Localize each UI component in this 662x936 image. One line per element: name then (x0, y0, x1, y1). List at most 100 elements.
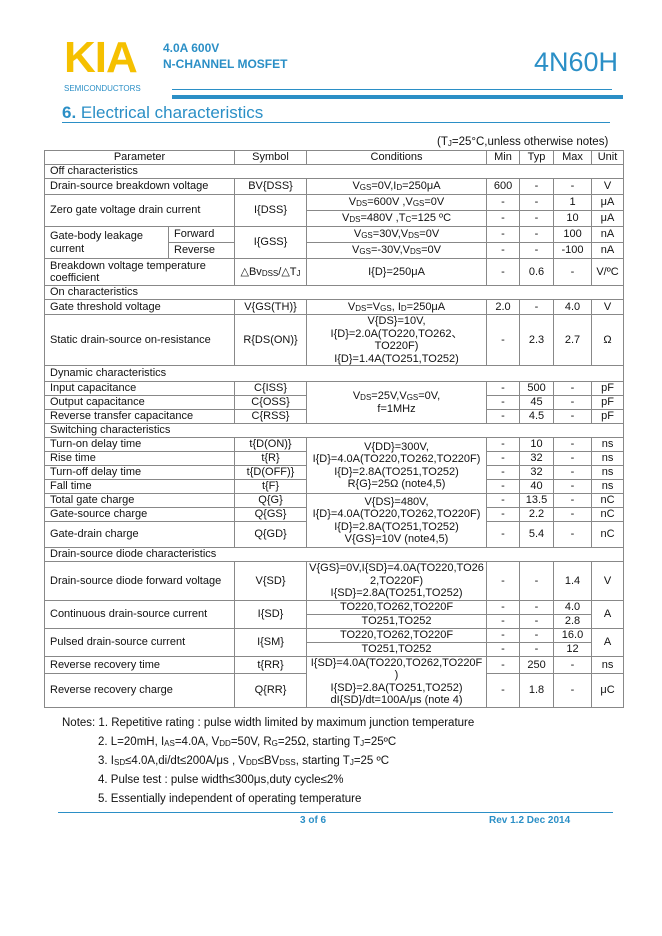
note-4: 4. Pulse test : pulse width≤300μs,duty c… (98, 773, 344, 786)
max-cell: - (553, 437, 593, 452)
max-cell: 12 (553, 641, 593, 657)
max-cell: 2.7 (553, 314, 593, 366)
typ-cell: 32 (519, 465, 555, 480)
param-cell: Fall time (43, 479, 236, 494)
unit-cell: ns (591, 465, 625, 480)
symbol-cell: t{D(OFF)} (234, 465, 308, 480)
unit-cell: pF (591, 395, 625, 410)
min-cell: - (486, 381, 521, 396)
subparam-cell: Reverse (167, 242, 236, 259)
table-row: Continuous drain-source current I{SD} TO22… (43, 599, 625, 629)
section-row: Switching characteristics (43, 423, 625, 438)
revision: Rev 1.2 Dec 2014 (489, 814, 571, 826)
table-header-row: Parameter Symbol Conditions Min Typ Max Unit (43, 150, 625, 165)
max-cell: 4.0 (553, 299, 593, 315)
symbol-cell: V{SD} (234, 561, 308, 601)
symbol-cell: I{SD} (234, 599, 308, 629)
min-cell: - (486, 493, 521, 508)
unit-cell: nC (591, 521, 625, 548)
unit-cell: pF (591, 381, 625, 396)
symbol-cell: C{RSS} (234, 409, 308, 424)
typ-cell: - (519, 178, 555, 195)
section-row: On characteristics (43, 285, 625, 300)
note-3: 3. ISD≤4.0A,di/dt≤200A/μs , VDD≤BVDSS, s… (98, 754, 390, 767)
header-cell: Typ (519, 150, 555, 165)
param-cell: Input capacitance (43, 381, 236, 396)
typ-cell: 40 (519, 479, 555, 494)
typ-cell: - (519, 210, 555, 227)
section-row: Off characteristics (43, 164, 625, 179)
subparam-cell: Forward (167, 226, 236, 243)
typ-cell: - (519, 226, 555, 243)
symbol-cell: Q{RR} (234, 673, 308, 708)
cond-cell: VDS=VGS, ID=250μA (306, 299, 488, 315)
section-row: Drain-source diode characteristics (43, 547, 625, 562)
min-cell: - (486, 465, 521, 480)
max-cell: 2.8 (553, 613, 593, 629)
unit-cell: ns (591, 437, 625, 452)
symbol-cell: Q{GS} (234, 507, 308, 522)
typ-cell: - (519, 299, 555, 315)
header-divider-thin (172, 89, 612, 90)
unit-cell: V (591, 178, 625, 195)
typ-cell: - (519, 561, 555, 601)
header-divider-thick (172, 95, 623, 99)
table-row: Total gate charge Q{G} V{DS}=480V, I{D}=4.… (43, 493, 625, 548)
note-1: Notes: 1. Repetitive rating : pulse widt… (62, 716, 475, 729)
symbol-cell: I{GSS} (234, 226, 308, 259)
min-cell: 2.0 (486, 299, 521, 315)
unit-cell: V (591, 561, 625, 601)
unit-cell: pF (591, 409, 625, 424)
max-cell: 1 (553, 194, 593, 211)
param-cell: Gate-body leakage current (44, 226, 169, 259)
min-cell: - (486, 627, 521, 643)
symbol-cell: I{DSS} (234, 194, 308, 227)
min-cell: - (486, 561, 521, 601)
table-row: Breakdown voltage temperature coefficien… (43, 258, 625, 286)
note-5: 5. Essentially independent of operating … (98, 792, 362, 805)
typ-cell: 10 (519, 437, 555, 452)
typ-cell: 13.5 (519, 493, 555, 508)
typ-cell: 45 (519, 395, 555, 410)
param-cell: Rise time (43, 451, 236, 466)
table-row: Gate threshold voltage V{GS(TH)} VDS=VGS, … (43, 299, 625, 315)
kia-logo: KIA (64, 33, 138, 82)
typ-cell: - (519, 613, 555, 629)
max-cell: -100 (553, 242, 593, 259)
cond-cell: VDS=480V ,TC=125 ºC (306, 210, 488, 227)
header-cell: Conditions (306, 150, 488, 165)
min-cell: - (486, 395, 521, 410)
unit-cell: μA (591, 210, 625, 227)
unit-cell: nA (591, 226, 625, 243)
symbol-cell: t{D(ON)} (234, 437, 308, 452)
max-cell: 4.0 (553, 599, 593, 615)
max-cell: - (553, 451, 593, 466)
unit-cell: Ω (591, 314, 625, 366)
max-cell: - (553, 258, 593, 286)
min-cell: - (486, 409, 521, 424)
table-row: Fall time t{F} -40- ns (43, 479, 625, 494)
cond-cell: V{DS}=480V, I{D}=4.0A(TO220,TO262,TO220F… (306, 493, 488, 548)
table-row: Input capacitance C{ISS} VDS=25V,VGS=0V, f=… (43, 381, 625, 424)
typ-cell: - (519, 194, 555, 211)
table-row: Reverse recovery time t{RR} I{SD}=4.0A(TO2… (43, 655, 625, 708)
param-cell: Drain-source breakdown voltage (43, 178, 236, 195)
typ-cell: - (519, 627, 555, 643)
max-cell: - (553, 479, 593, 494)
min-cell: - (486, 641, 521, 657)
cond-cell: V{DS}=10V, I{D}=2.0A(TO220,TO262、TO220F)… (306, 314, 488, 366)
cond-cell: TO220,TO262,TO220F (306, 599, 488, 615)
table-row: Drain-source diode forward voltage V{SD} V… (43, 561, 625, 601)
param-cell: Zero gate voltage drain current (43, 194, 236, 227)
symbol-cell: R{DS(ON)} (234, 314, 308, 366)
param-cell: Turn-on delay time (43, 437, 236, 452)
max-cell: - (553, 493, 593, 508)
section-label: Off characteristics (43, 164, 625, 179)
max-cell: - (553, 178, 593, 195)
test-condition-note: (TJ=25°C,unless otherwise notes) (437, 136, 609, 148)
symbol-cell: V{GS(TH)} (234, 299, 308, 315)
max-cell: - (553, 673, 593, 708)
max-cell: 16.0 (553, 627, 593, 643)
unit-cell: A (591, 627, 625, 657)
section-label: On characteristics (43, 285, 625, 300)
